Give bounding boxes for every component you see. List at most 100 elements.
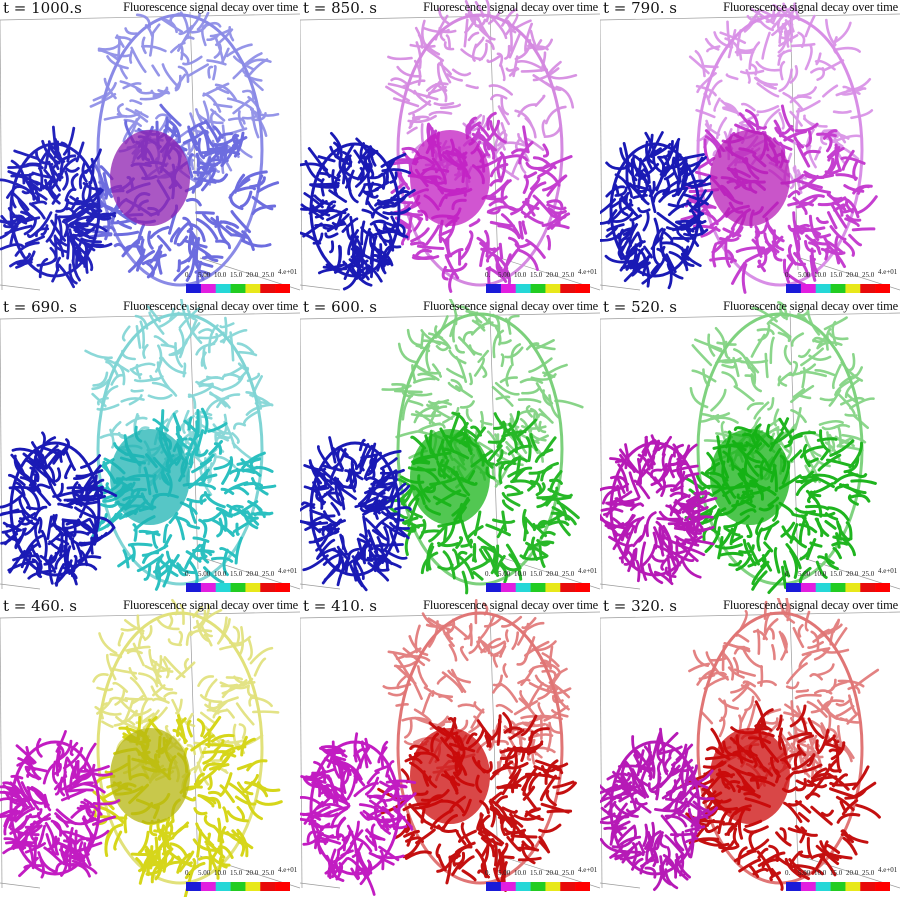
cell-rendering <box>0 299 300 591</box>
colorbar-swatch <box>786 882 802 891</box>
colorbar-swatch <box>486 284 502 293</box>
colorbar-swatch <box>575 284 590 293</box>
time-label: t = 520. s <box>603 299 677 316</box>
bounding-box-line <box>0 284 41 291</box>
colorbar-swatch <box>786 284 802 293</box>
bounding-box-line <box>600 284 641 291</box>
colorbar-swatch <box>186 284 202 293</box>
time-label: t = 410. s <box>303 598 377 615</box>
bounding-box-line <box>600 312 900 320</box>
nucleus-blob <box>410 429 490 525</box>
colorbar-tick-label: 0. <box>485 869 491 877</box>
nucleus-blob <box>410 130 490 226</box>
nucleus-blob <box>110 728 190 824</box>
colorbar-ticks: 0. 5.00 10.0 15.0 20.0 25.0 <box>485 570 596 580</box>
bounding-box-line <box>300 882 341 889</box>
colorbar-swatch <box>530 583 546 592</box>
colorbar-swatch <box>275 583 290 592</box>
colorbar-tick-label: 10.0 <box>814 271 827 279</box>
colorbar-swatch <box>245 284 261 293</box>
time-label: t = 460. s <box>3 598 77 615</box>
colorbar-tick-label: 5.00 <box>198 271 211 279</box>
bounding-box-line <box>0 882 41 889</box>
colorbar-tick-label: 0. <box>185 271 191 279</box>
bounding-box-line <box>0 617 3 889</box>
simulation-panel: t = 790. s Fluorescence signal decay over… <box>600 0 900 299</box>
colorbar-swatch <box>786 583 802 592</box>
colorbar-swatch <box>560 284 576 293</box>
colorbar-tick-label: 0. <box>785 271 791 279</box>
colorbar-tick-label: 10.0 <box>214 869 227 877</box>
colorbar-tick-label: 0. <box>485 271 491 279</box>
panel-title: Fluorescence signal decay over time <box>423 299 598 313</box>
colorbar <box>486 882 590 891</box>
colorbar-tick-label: 10.0 <box>814 570 827 578</box>
colorbar-swatch <box>215 882 231 891</box>
bounding-box-line <box>600 611 900 619</box>
simulation-panel: t = 410. s Fluorescence signal decay over… <box>300 598 600 897</box>
colorbar-tick-label: 25.0 <box>862 271 875 279</box>
colorbar-swatch <box>800 882 817 891</box>
colorbar-swatch <box>575 882 590 891</box>
colorbar-swatch <box>530 284 546 293</box>
colorbar-swatch <box>230 882 246 891</box>
panel-title: Fluorescence signal decay over time <box>723 598 898 612</box>
colorbar-swatch <box>260 284 276 293</box>
colorbar-max-label: 4.e+01 <box>278 866 298 874</box>
colorbar-tick-label: 25.0 <box>262 570 275 578</box>
colorbar-swatch <box>200 583 217 592</box>
simulation-panel: t = 850. s Fluorescence signal decay over… <box>300 0 600 299</box>
colorbar-swatch <box>800 583 817 592</box>
colorbar-tick-label: 0. <box>785 570 791 578</box>
colorbar-ticks: 0. 5.00 10.0 15.0 20.0 25.0 <box>185 869 296 879</box>
panel-title: Fluorescence signal decay over time <box>423 598 598 612</box>
colorbar-tick-label: 5.00 <box>798 570 811 578</box>
colorbar-tick-label: 10.0 <box>814 869 827 877</box>
colorbar-swatch <box>560 583 576 592</box>
colorbar-swatch <box>800 284 817 293</box>
colorbar-swatch <box>515 882 531 891</box>
colorbar-tick-label: 5.00 <box>498 271 511 279</box>
bounding-box-line <box>0 583 41 590</box>
panel-title: Fluorescence signal decay over time <box>123 0 298 14</box>
colorbar-tick-label: 15.0 <box>530 570 543 578</box>
colorbar-swatch <box>245 882 261 891</box>
bounding-box-line <box>300 611 600 619</box>
colorbar-tick-label: 15.0 <box>230 869 243 877</box>
colorbar-swatch <box>275 284 290 293</box>
colorbar-tick-label: 25.0 <box>862 869 875 877</box>
colorbar-swatch <box>815 882 831 891</box>
colorbar-tick-label: 20.0 <box>846 869 859 877</box>
colorbar-ticks: 0. 5.00 10.0 15.0 20.0 25.0 <box>485 869 596 879</box>
colorbar-swatch <box>530 882 546 891</box>
panel-title: Fluorescence signal decay over time <box>723 0 898 14</box>
simulation-panel: t = 520. s Fluorescence signal decay over… <box>600 299 900 598</box>
colorbar-max-label: 4.e+01 <box>578 866 598 874</box>
cell-rendering <box>300 299 600 595</box>
colorbar-tick-label: 20.0 <box>546 869 559 877</box>
bounding-box-line <box>300 19 303 291</box>
colorbar-swatch <box>200 284 217 293</box>
colorbar-tick-label: 25.0 <box>562 869 575 877</box>
colorbar-swatch <box>860 882 876 891</box>
colorbar-swatch <box>515 284 531 293</box>
colorbar <box>786 583 890 592</box>
colorbar-swatch <box>230 583 246 592</box>
time-label: t = 850. s <box>303 0 377 17</box>
colorbar-tick-label: 15.0 <box>830 869 843 877</box>
colorbar-tick-label: 10.0 <box>214 570 227 578</box>
bounding-box-line <box>600 318 603 590</box>
colorbar-tick-label: 25.0 <box>862 570 875 578</box>
colorbar-tick-label: 25.0 <box>262 869 275 877</box>
colorbar-tick-label: 5.00 <box>498 869 511 877</box>
simulation-panel: t = 460. s Fluorescence signal decay over… <box>0 598 300 897</box>
bounding-box-line <box>600 19 603 291</box>
cell-rendering <box>0 598 300 897</box>
colorbar-max-label: 4.e+01 <box>878 268 898 276</box>
colorbar-swatch <box>815 284 831 293</box>
colorbar-tick-label: 0. <box>785 869 791 877</box>
cell-rendering <box>300 0 600 293</box>
colorbar <box>786 284 890 293</box>
simulation-panel: t = 600. s Fluorescence signal decay over… <box>300 299 600 598</box>
colorbar-tick-label: 25.0 <box>262 271 275 279</box>
